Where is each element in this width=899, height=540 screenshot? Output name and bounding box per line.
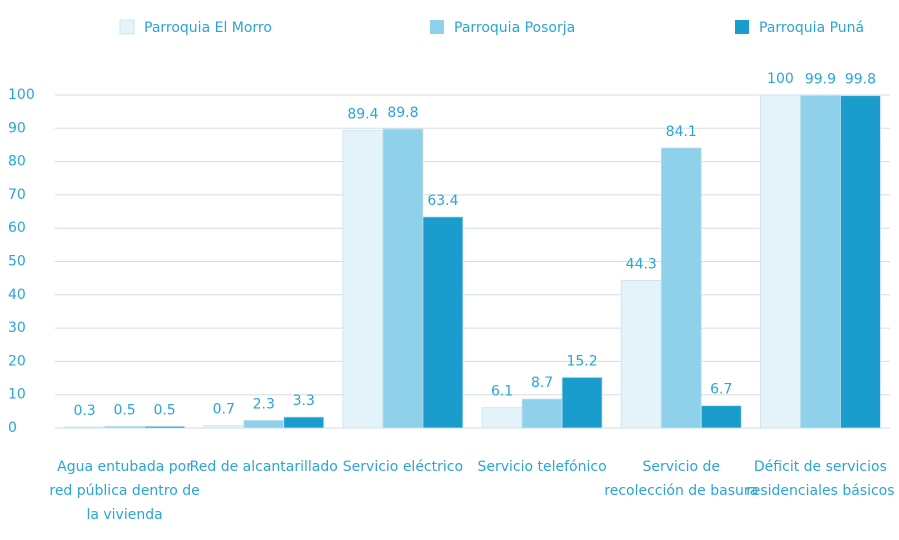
x-tick-label: Servicio eléctrico [342,459,464,475]
value-label: 0.5 [153,402,175,418]
x-tick-label: Red de alcantarillado [189,459,338,475]
bar [700,405,742,429]
value-label: 15.2 [566,353,597,369]
y-tick-label: 60 [8,220,26,236]
value-label: 63.4 [427,193,458,209]
value-label: 99.8 [845,72,876,88]
value-label: 0.7 [213,402,235,418]
y-tick-label: 50 [8,254,26,270]
legend-swatch [119,19,135,35]
value-label: 99.9 [805,71,836,87]
y-tick-label: 100 [8,87,35,103]
y-tick-label: 70 [8,187,26,203]
legend-swatch [735,20,749,34]
y-tick-label: 20 [8,353,26,369]
bar [800,94,841,429]
bar [561,376,603,429]
y-tick-label: 10 [8,387,26,403]
x-tick-label: Servicio de recolección de basura [604,459,759,499]
y-tick-label: 80 [8,154,26,170]
value-label: 2.3 [253,396,275,412]
value-label: 3.3 [293,393,315,409]
bar [760,94,801,429]
value-label: 0.3 [73,403,95,419]
bar [382,128,424,429]
value-label: 0.5 [113,402,135,418]
value-label: 8.7 [531,375,553,391]
bar [144,425,185,429]
bar [620,280,662,429]
y-tick-label: 90 [8,120,26,136]
legend-label: Parroquia Posorja [454,20,575,36]
value-label: 89.8 [387,105,418,121]
bar [243,419,285,429]
bar [481,407,523,429]
bar [342,129,384,429]
y-tick-label: 30 [8,320,26,336]
value-label: 84.1 [666,124,697,140]
value-label: 44.3 [626,256,657,272]
x-tick-label: Servicio telefónico [477,459,607,475]
bar [660,147,702,429]
y-tick-label: 0 [8,420,17,436]
legend-label: Parroquia El Morro [144,20,272,36]
bar [104,425,145,429]
bar [840,95,881,429]
bar [422,216,464,429]
legend-swatch [430,20,444,34]
y-tick-label: 40 [8,287,26,303]
x-tick-label: Agua entubada por red pública dentro de … [49,459,200,523]
value-label: 100 [767,71,794,87]
legend-label: Parroquia Puná [759,20,864,36]
bar [283,416,325,429]
value-label: 6.7 [710,382,732,398]
value-label: 6.1 [491,384,513,400]
value-label: 89.4 [347,106,378,122]
bar [203,425,245,429]
bar [64,426,105,429]
bar [521,398,563,429]
x-tick-label: Déficit de servicios residenciales básic… [746,459,895,499]
